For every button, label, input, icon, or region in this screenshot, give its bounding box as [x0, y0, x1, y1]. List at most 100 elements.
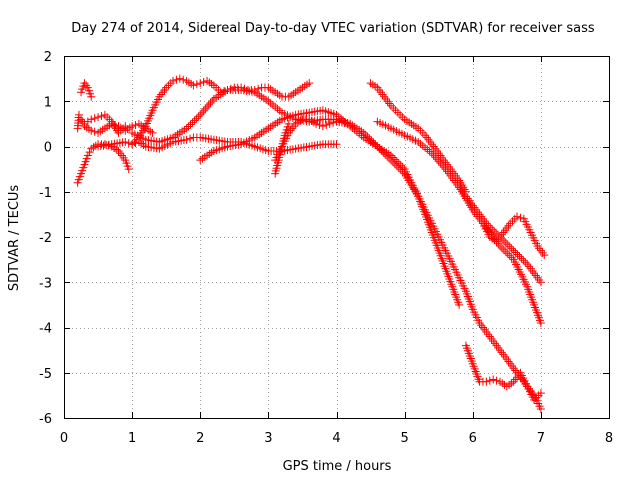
interpolated-marker [206, 98, 215, 107]
interpolated-marker [385, 154, 394, 163]
interpolated-marker [434, 157, 443, 166]
interpolated-marker [492, 376, 501, 385]
interpolated-marker [192, 114, 201, 123]
interpolated-marker [446, 171, 455, 180]
interpolated-marker [497, 348, 506, 357]
data-point-marker [509, 246, 518, 255]
interpolated-marker [394, 163, 403, 172]
interpolated-marker [396, 165, 405, 174]
interpolated-marker [85, 148, 94, 157]
interpolated-marker [516, 213, 525, 222]
interpolated-marker [158, 88, 167, 97]
series-track-1 [77, 79, 96, 101]
y-axis-title: SDTVAR / TECUs [7, 185, 22, 292]
interpolated-marker [172, 75, 181, 84]
interpolated-marker [186, 134, 195, 143]
data-point-marker [87, 115, 96, 124]
interpolated-marker [438, 153, 447, 162]
interpolated-marker [266, 99, 275, 108]
interpolated-marker [504, 357, 513, 366]
interpolated-marker [501, 238, 510, 247]
data-point-marker [393, 108, 402, 117]
interpolated-marker [513, 250, 522, 259]
interpolated-marker [490, 339, 499, 348]
x-tick-label: 3 [264, 431, 272, 446]
y-tick-label: 0 [44, 141, 52, 156]
interpolated-marker [160, 85, 169, 94]
interpolated-marker [501, 247, 510, 256]
series-track-4 [80, 119, 157, 137]
interpolated-marker [507, 361, 516, 370]
chart-title: Day 274 of 2014, Sidereal Day-to-day VTE… [71, 21, 595, 36]
interpolated-marker [240, 84, 249, 93]
interpolated-marker [505, 242, 514, 251]
interpolated-marker [197, 108, 206, 117]
data-point-marker [182, 135, 191, 144]
interpolated-marker [448, 174, 457, 183]
interpolated-marker [438, 161, 447, 170]
data-point-marker [169, 76, 177, 85]
data-point-marker [83, 117, 92, 126]
x-tick-label: 4 [332, 431, 340, 446]
interpolated-marker [513, 373, 522, 382]
interpolated-marker [506, 359, 515, 368]
y-tick-label: -3 [39, 276, 52, 291]
data-point-marker [175, 74, 184, 83]
interpolated-marker [538, 248, 547, 257]
interpolated-marker [90, 114, 99, 123]
data-point-marker [359, 128, 368, 137]
data-point-marker [182, 124, 191, 133]
data-point-marker [162, 83, 171, 92]
interpolated-marker [475, 214, 484, 223]
y-tick-label: -4 [39, 322, 52, 337]
data-point-marker [455, 300, 464, 309]
data-point-marker [312, 119, 321, 128]
interpolated-marker [192, 80, 201, 89]
interpolated-marker [361, 130, 370, 139]
series-track-10 [271, 119, 293, 178]
data-point-marker [540, 251, 549, 260]
interpolated-marker [179, 75, 188, 84]
interpolated-marker [517, 254, 526, 263]
interpolated-marker [494, 343, 503, 352]
y-tick-label: -6 [39, 412, 52, 427]
interpolated-marker [432, 155, 441, 164]
interpolated-marker [501, 352, 510, 361]
interpolated-marker [376, 88, 385, 97]
y-tick-label: -2 [39, 231, 52, 246]
interpolated-marker [531, 271, 540, 280]
x-tick-label: 6 [469, 431, 477, 446]
interpolated-marker [499, 236, 508, 245]
interpolated-marker [519, 377, 528, 386]
data-point-marker [128, 140, 137, 149]
interpolated-marker [396, 110, 405, 119]
data-point-marker [506, 219, 515, 228]
x-tick-label: 8 [605, 431, 613, 446]
interpolated-marker [526, 264, 535, 273]
interpolated-marker [497, 243, 506, 252]
y-tick-label: -1 [39, 186, 52, 201]
interpolated-marker [515, 252, 524, 261]
data-point-marker [513, 212, 522, 221]
interpolated-marker [375, 144, 384, 153]
interpolated-marker [116, 149, 125, 158]
data-point-marker [107, 119, 116, 128]
interpolated-marker [432, 147, 441, 156]
interpolated-marker [203, 102, 212, 111]
data-point-marker [124, 165, 133, 174]
data-point-marker [196, 110, 205, 119]
interpolated-marker [377, 146, 386, 155]
data-point-marker [482, 328, 491, 337]
interpolated-marker [421, 143, 430, 152]
x-axis-title: GPS time / hours [283, 459, 392, 474]
interpolated-marker [416, 126, 425, 135]
interpolated-marker [186, 120, 195, 129]
interpolated-marker [391, 106, 400, 115]
x-tick-label: 5 [400, 431, 408, 446]
series-track-9 [271, 115, 545, 413]
interpolated-marker [494, 235, 503, 244]
data-point-marker [148, 128, 157, 137]
interpolated-marker [473, 212, 482, 221]
interpolated-marker [388, 158, 397, 167]
